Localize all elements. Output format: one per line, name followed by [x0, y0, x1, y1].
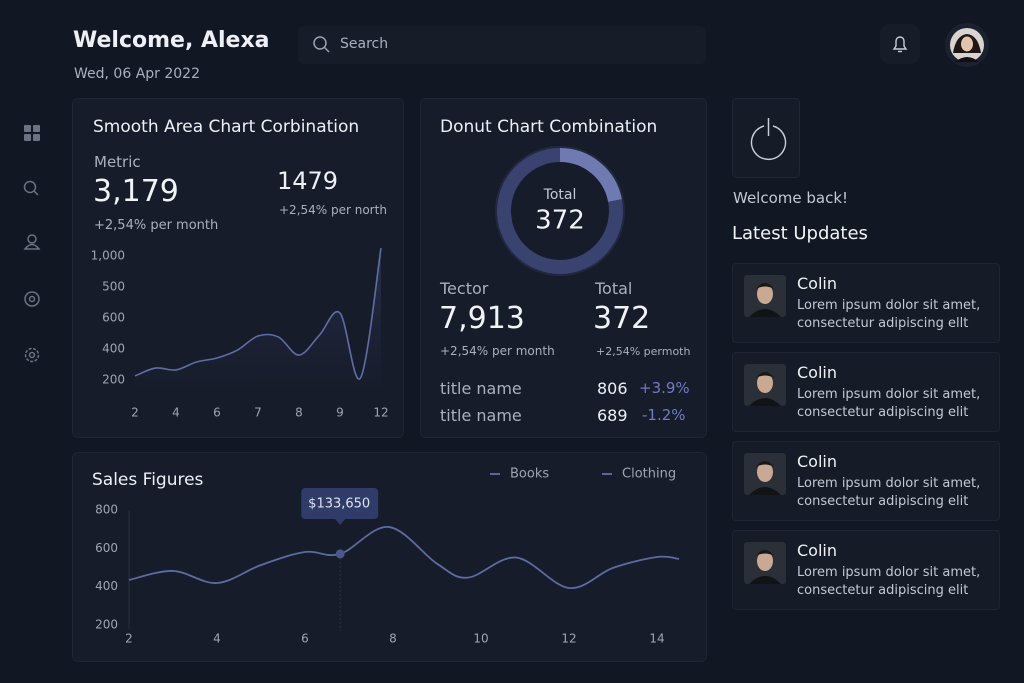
- notification-button[interactable]: [880, 24, 920, 64]
- secondary-change: +2,54% per north: [279, 203, 387, 217]
- metric-value: 3,179: [93, 174, 179, 209]
- profile-avatar[interactable]: [944, 22, 990, 68]
- update-item[interactable]: Colin Lorem ipsum dolor sit amet, consect…: [732, 441, 1000, 521]
- row-change: -1.2%: [642, 406, 686, 424]
- update-text: Lorem ipsum dolor sit amet, consectetur …: [797, 565, 981, 598]
- update-item[interactable]: Colin Lorem ipsum dolor sit amet, consect…: [732, 352, 1000, 432]
- update-text: Lorem ipsum dolor sit amet, consectetur …: [797, 387, 981, 420]
- row-change: +3.9%: [639, 379, 690, 397]
- card-title: Donut Chart Combination: [440, 117, 658, 137]
- card-title: Smooth Area Chart Corbination: [93, 117, 360, 137]
- row-label: title name: [440, 379, 522, 398]
- update-text: Lorem ipsum dolor sit amet, consectetur …: [797, 298, 981, 331]
- search-placeholder: Search: [340, 36, 389, 52]
- update-item[interactable]: Colin Lorem ipsum dolor sit amet, consect…: [732, 530, 1000, 610]
- update-name: Colin: [797, 363, 837, 382]
- nav-profile[interactable]: [23, 234, 41, 250]
- donut-card: Donut Chart Combination Tector 7,913 +2,…: [420, 98, 707, 438]
- sidebar-nav: [23, 125, 41, 363]
- power-button[interactable]: [732, 98, 800, 178]
- stat-change: +2,54% permoth: [596, 345, 691, 358]
- update-name: Colin: [797, 452, 837, 471]
- updates-title: Latest Updates: [732, 223, 868, 244]
- stat-value: 7,913: [439, 301, 525, 336]
- update-avatar: [744, 275, 786, 317]
- row-value: 806: [597, 379, 628, 398]
- nav-dashboard[interactable]: [24, 125, 40, 141]
- update-name: Colin: [797, 274, 837, 293]
- nav-billing[interactable]: [24, 291, 40, 307]
- update-avatar: [744, 453, 786, 495]
- update-text: Lorem ipsum dolor sit amet, consectetur …: [797, 476, 981, 509]
- sales-card: Sales Figures: [72, 452, 707, 662]
- search-bar[interactable]: Search: [298, 26, 706, 64]
- update-name: Colin: [797, 541, 837, 560]
- update-item[interactable]: Colin Lorem ipsum dolor sit amet, consect…: [732, 263, 1000, 343]
- card-title: Sales Figures: [92, 470, 204, 490]
- area-card: Smooth Area Chart Corbination Metric 3,1…: [72, 98, 404, 438]
- date: Wed, 06 Apr 2022: [74, 66, 200, 82]
- nav-settings[interactable]: [24, 347, 40, 363]
- row-label: title name: [440, 406, 522, 425]
- nav-search[interactable]: [23, 180, 39, 196]
- stat-label: Total: [595, 279, 633, 298]
- stat-value: 372: [593, 301, 651, 336]
- welcome-title: Welcome, Alexa: [73, 28, 270, 53]
- secondary-value: 1479: [277, 167, 339, 195]
- search-icon: [313, 36, 330, 53]
- update-avatar: [744, 542, 786, 584]
- metric-change: +2,54% per month: [94, 218, 219, 233]
- welcome-back: Welcome back!: [733, 189, 849, 207]
- stat-change: +2,54% per month: [440, 344, 555, 358]
- row-value: 689: [597, 406, 628, 425]
- metric-label: Metric: [94, 153, 141, 171]
- stat-label: Tector: [440, 279, 489, 298]
- update-avatar: [744, 364, 786, 406]
